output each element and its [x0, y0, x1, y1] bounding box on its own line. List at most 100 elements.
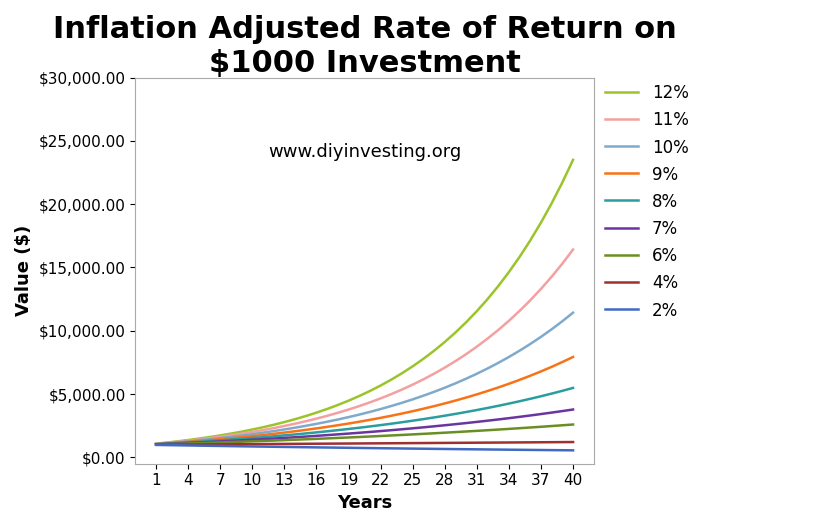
6% — [482, 427, 492, 433]
11% — [557, 260, 567, 267]
11% — [237, 431, 247, 437]
Line: 9%: 9% — [156, 357, 573, 444]
12% — [343, 397, 353, 404]
10% — [290, 425, 300, 431]
8% — [461, 409, 471, 415]
X-axis label: Years: Years — [337, 494, 392, 512]
6% — [397, 432, 407, 438]
12% — [269, 422, 279, 428]
9% — [226, 435, 236, 442]
4% — [226, 441, 236, 447]
12% — [440, 339, 450, 345]
8% — [387, 421, 397, 427]
12% — [247, 426, 257, 433]
10% — [237, 432, 247, 438]
4% — [365, 440, 375, 446]
10% — [194, 437, 204, 443]
6% — [194, 440, 204, 446]
Line: 6%: 6% — [156, 425, 573, 444]
7% — [354, 430, 364, 436]
12% — [290, 416, 300, 422]
12% — [279, 419, 289, 425]
4% — [172, 442, 182, 448]
2% — [546, 447, 556, 453]
10% — [151, 441, 161, 447]
7% — [536, 411, 546, 417]
6% — [269, 437, 279, 444]
12% — [407, 363, 417, 369]
2% — [215, 443, 225, 449]
9% — [333, 422, 343, 428]
8% — [557, 388, 567, 394]
2% — [269, 444, 279, 450]
6% — [493, 426, 503, 433]
2% — [471, 446, 481, 453]
2% — [343, 445, 353, 451]
12% — [482, 296, 492, 302]
9% — [269, 431, 279, 437]
12% — [418, 356, 428, 362]
6% — [322, 435, 332, 442]
4% — [451, 440, 461, 446]
9% — [546, 364, 556, 370]
9% — [258, 432, 268, 438]
7% — [568, 406, 578, 413]
10% — [493, 360, 503, 366]
2% — [440, 446, 450, 452]
9% — [557, 359, 567, 365]
2% — [247, 443, 257, 450]
10% — [269, 428, 279, 434]
8% — [471, 407, 481, 413]
10% — [322, 418, 332, 425]
2% — [333, 444, 343, 451]
8% — [162, 441, 172, 447]
11% — [151, 441, 161, 447]
2% — [205, 443, 215, 449]
10% — [343, 414, 353, 420]
7% — [279, 435, 289, 441]
7% — [343, 431, 353, 437]
11% — [354, 403, 364, 409]
7% — [461, 420, 471, 426]
7% — [312, 433, 322, 439]
11% — [312, 415, 322, 422]
6% — [151, 441, 161, 447]
10% — [354, 412, 364, 418]
2% — [418, 445, 428, 452]
4% — [194, 441, 204, 447]
11% — [504, 318, 514, 324]
8% — [536, 393, 546, 399]
9% — [151, 441, 161, 447]
12% — [365, 388, 375, 394]
7% — [162, 441, 172, 447]
7% — [365, 429, 375, 435]
4% — [237, 441, 247, 447]
4% — [471, 440, 481, 446]
7% — [237, 437, 247, 444]
10% — [172, 439, 182, 445]
7% — [301, 433, 311, 440]
11% — [183, 437, 193, 444]
2% — [493, 446, 503, 453]
6% — [205, 440, 215, 446]
7% — [493, 416, 503, 423]
6% — [226, 439, 236, 445]
8% — [568, 385, 578, 391]
7% — [215, 438, 225, 445]
7% — [557, 408, 567, 414]
12% — [557, 179, 567, 186]
9% — [365, 417, 375, 423]
2% — [226, 443, 236, 450]
9% — [301, 427, 311, 433]
2% — [194, 443, 204, 449]
8% — [376, 422, 386, 428]
12% — [333, 402, 343, 408]
10% — [387, 403, 397, 409]
8% — [301, 430, 311, 436]
2% — [451, 446, 461, 452]
11% — [247, 429, 257, 435]
8% — [269, 433, 279, 440]
7% — [482, 417, 492, 424]
8% — [194, 438, 204, 445]
10% — [451, 380, 461, 386]
